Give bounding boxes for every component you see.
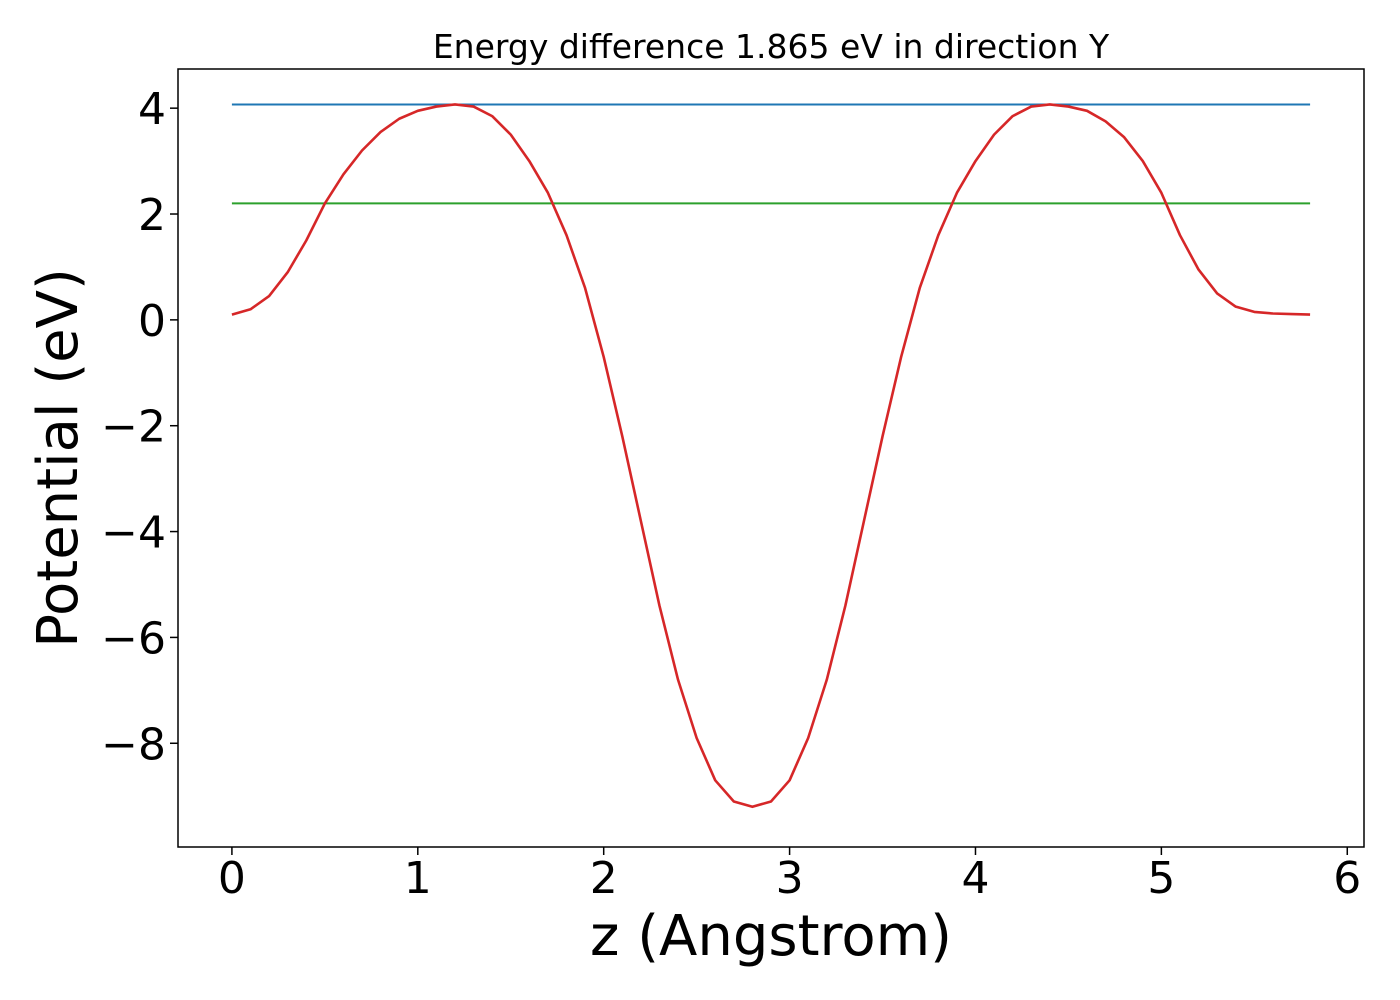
chart-title: Energy difference 1.865 eV in direction …: [433, 27, 1110, 66]
x-tick-label: 5: [1147, 853, 1175, 904]
y-tick-label: −4: [101, 508, 166, 559]
y-tick-label: 4: [138, 84, 166, 135]
y-tick-label: −6: [101, 613, 166, 664]
plot-frame: [177, 68, 1365, 848]
x-tick-label: 3: [776, 853, 804, 904]
x-tick-label: 6: [1333, 853, 1361, 904]
y-tick-label: 0: [138, 296, 166, 347]
x-tick-label: 4: [961, 853, 989, 904]
x-tick-label: 2: [590, 853, 618, 904]
x-tick-label: 1: [404, 853, 432, 904]
y-tick-label: −2: [101, 402, 166, 453]
y-tick-label: −8: [101, 719, 166, 770]
plot-area: [231, 103, 1311, 809]
axis-ticks: 0 1 2 3 4 5 6 −8 −6 −4 −2 0 2 4: [101, 84, 1361, 904]
x-axis-label: z (Angstrom): [590, 904, 952, 969]
y-tick-label: 2: [138, 190, 166, 241]
potential-series-line-0: [231, 103, 1311, 809]
y-axis-label: Potential (eV): [26, 268, 91, 648]
x-tick-label: 0: [218, 853, 246, 904]
